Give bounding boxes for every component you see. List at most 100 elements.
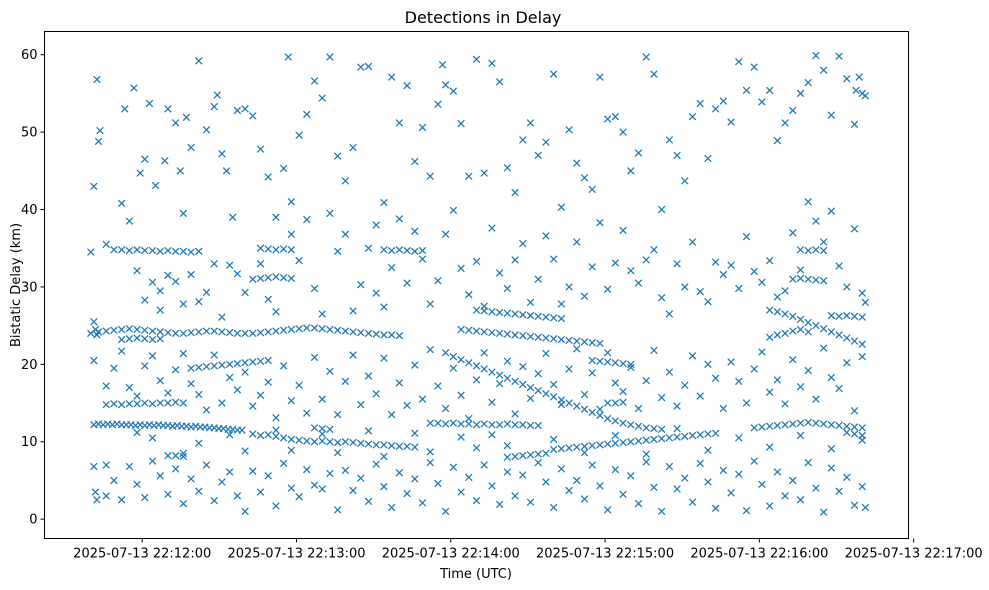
- data-point: [272, 414, 280, 422]
- data-point: [681, 432, 689, 441]
- data-point: [141, 362, 149, 370]
- data-point: [249, 467, 257, 475]
- data-point: [411, 443, 419, 451]
- data-point: [858, 352, 866, 361]
- data-point: [850, 423, 859, 431]
- data-point: [549, 255, 558, 263]
- data-point: [719, 404, 728, 413]
- data-point: [511, 452, 519, 461]
- data-point: [789, 312, 797, 321]
- data-point: [333, 152, 342, 160]
- data-point: [210, 351, 218, 359]
- data-point: [642, 436, 650, 444]
- data-point: [534, 421, 542, 430]
- data-point: [241, 368, 249, 376]
- data-point: [696, 99, 704, 108]
- data-point: [256, 259, 265, 268]
- data-point: [287, 325, 296, 334]
- data-point: [742, 506, 751, 515]
- data-point: [627, 472, 635, 480]
- data-point: [711, 105, 720, 113]
- data-point: [472, 55, 481, 64]
- data-point: [852, 86, 860, 95]
- data-point: [233, 106, 242, 115]
- data-point: [526, 421, 535, 430]
- data-point: [241, 447, 249, 455]
- data-point: [673, 433, 681, 441]
- data-point: [596, 405, 604, 413]
- data-point: [650, 483, 658, 492]
- data-point: [580, 448, 589, 457]
- data-point: [156, 472, 164, 480]
- data-point: [611, 379, 620, 387]
- data-point: [603, 399, 612, 407]
- data-point: [133, 400, 141, 408]
- data-point: [233, 270, 242, 278]
- data-point: [503, 420, 512, 428]
- data-point: [588, 441, 596, 450]
- data-point: [364, 62, 373, 71]
- data-point: [858, 436, 866, 444]
- data-point: [233, 492, 242, 500]
- data-point: [387, 441, 396, 450]
- data-point: [796, 383, 805, 391]
- data-point: [171, 277, 180, 286]
- data-point: [511, 331, 519, 339]
- data-point: [827, 207, 836, 215]
- data-point: [426, 419, 434, 427]
- data-point: [264, 378, 272, 386]
- data-point: [557, 444, 566, 453]
- data-point: [565, 399, 573, 407]
- data-point: [364, 372, 373, 380]
- data-point: [542, 390, 550, 398]
- data-point: [634, 279, 643, 287]
- data-point: [781, 420, 789, 429]
- data-point: [804, 275, 812, 283]
- data-point: [588, 369, 596, 377]
- data-point: [279, 273, 288, 282]
- data-point: [727, 489, 735, 497]
- data-point: [573, 238, 581, 246]
- data-point: [357, 328, 365, 337]
- data-point: [796, 315, 805, 324]
- data-point: [411, 227, 419, 235]
- data-point: [136, 169, 144, 177]
- data-point: [488, 420, 496, 429]
- data-point: [704, 360, 712, 369]
- data-point: [843, 74, 851, 83]
- data-point: [148, 246, 157, 255]
- data-point: [850, 501, 859, 509]
- data-point: [303, 215, 311, 224]
- data-point: [272, 307, 280, 316]
- data-point: [387, 503, 396, 512]
- data-point: [542, 232, 550, 240]
- data-point: [418, 499, 427, 507]
- data-point: [534, 312, 542, 321]
- data-point: [341, 327, 350, 335]
- data-point: [125, 335, 134, 343]
- data-point: [179, 247, 188, 256]
- data-point: [318, 310, 326, 318]
- data-point: [488, 328, 496, 337]
- data-point: [202, 461, 211, 469]
- plot-area-frame: [44, 31, 909, 539]
- data-point: [819, 66, 828, 74]
- data-point: [704, 446, 712, 455]
- data-point: [341, 177, 350, 185]
- data-point: [90, 356, 98, 365]
- data-point: [349, 351, 357, 359]
- data-point: [130, 84, 138, 92]
- data-point: [426, 300, 434, 308]
- data-point: [141, 296, 149, 304]
- data-point: [480, 328, 488, 336]
- x-axis-ticks: 2025-07-13 22:12:00 2025-07-13 22:13:00 20…: [73, 538, 983, 562]
- data-point: [326, 438, 334, 446]
- data-point: [850, 407, 859, 415]
- data-point: [272, 246, 280, 254]
- data-point: [611, 439, 620, 448]
- data-point: [457, 119, 465, 128]
- data-point: [850, 312, 859, 321]
- data-point: [125, 324, 134, 333]
- data-point: [519, 380, 527, 389]
- data-point: [596, 482, 604, 490]
